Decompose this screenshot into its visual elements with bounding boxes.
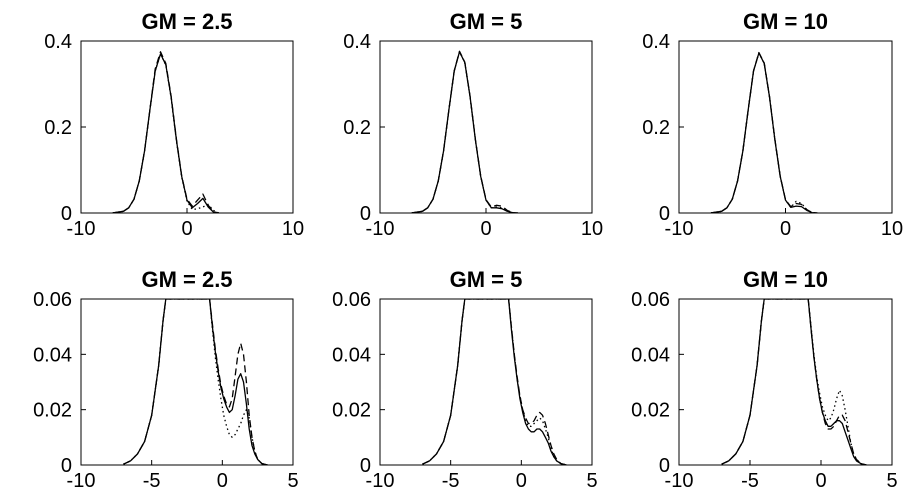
series-line-solid	[411, 51, 518, 213]
x-tick-label: -10	[67, 218, 96, 240]
axes-frame	[379, 40, 593, 214]
series-line-solid	[710, 52, 818, 213]
x-tick-label: -10	[665, 470, 694, 492]
y-tick-label: 0.06	[631, 289, 670, 311]
x-tick-label: 0	[217, 470, 228, 492]
x-tick-label: 0	[516, 470, 527, 492]
y-tick-label: 0	[360, 203, 371, 225]
y-tick-label: 0.06	[33, 289, 72, 311]
series-line-dashed	[411, 50, 518, 213]
y-tick-label: 0	[659, 203, 670, 225]
y-tick-label: 0	[360, 455, 371, 477]
y-tick-label: 0.02	[33, 400, 72, 422]
x-tick-label: 0	[480, 218, 491, 240]
series-line-dashed	[721, 299, 867, 465]
panel-title: GM = 5	[450, 9, 523, 34]
series-line-dotted	[411, 51, 518, 213]
y-tick-label: 0.04	[33, 344, 72, 366]
x-tick-label: -5	[143, 470, 161, 492]
x-tick-label: 10	[881, 218, 903, 240]
axes-frame	[379, 298, 593, 466]
panel-title: GM = 2.5	[141, 9, 232, 34]
axes-frame	[678, 40, 893, 214]
y-tick-label: 0.2	[44, 117, 72, 139]
y-tick-label: 0	[61, 203, 72, 225]
y-tick-label: 0.4	[44, 31, 72, 53]
series-line-dashed	[112, 51, 219, 213]
panel-6: -10 -5 0 5 0 0.02 0.04 0.06 GM = 10	[631, 267, 898, 492]
x-tick-label: 10	[282, 218, 304, 240]
x-tick-label: 5	[586, 470, 597, 492]
panel-title: GM = 2.5	[141, 267, 232, 292]
x-tick-label: 0	[181, 218, 192, 240]
y-tick-label: 0	[61, 455, 72, 477]
x-tick-label: 0	[780, 218, 791, 240]
x-tick-label: 0	[815, 470, 826, 492]
x-tick-label: -10	[665, 218, 694, 240]
series-line-dashed	[123, 299, 268, 465]
y-tick-label: 0.2	[642, 117, 670, 139]
series-line-dotted	[112, 53, 220, 213]
x-tick-label: -5	[741, 470, 759, 492]
y-tick-label: 0.02	[631, 400, 670, 422]
y-tick-label: 0	[659, 455, 670, 477]
series-line-solid	[112, 53, 219, 213]
x-tick-label: 10	[581, 218, 603, 240]
y-tick-label: 0.2	[343, 117, 371, 139]
series-line-dashed	[422, 299, 567, 465]
panel-title: GM = 10	[743, 267, 828, 292]
x-tick-label: 5	[886, 470, 897, 492]
series-line-dashed	[710, 51, 818, 213]
axes-frame	[80, 298, 294, 466]
axes-frame	[678, 298, 893, 466]
panel-title: GM = 5	[450, 267, 523, 292]
y-tick-label: 0.02	[332, 400, 371, 422]
x-tick-label: -5	[442, 470, 460, 492]
y-tick-label: 0.06	[332, 289, 371, 311]
y-tick-label: 0.04	[332, 344, 371, 366]
panel-5: -10 -5 0 5 0 0.02 0.04 0.06 GM = 5	[332, 267, 598, 492]
y-tick-label: 0.4	[642, 31, 670, 53]
x-tick-label: -10	[67, 470, 96, 492]
x-tick-label: -10	[366, 470, 395, 492]
x-tick-label: 5	[287, 470, 298, 492]
axes-frame	[80, 40, 294, 214]
series-line-dotted	[710, 52, 818, 213]
x-tick-label: -10	[366, 218, 395, 240]
panel-4: -10 -5 0 5 0 0.02 0.04 0.06 GM = 2.5	[33, 267, 299, 492]
panel-title: GM = 10	[743, 9, 828, 34]
series-line-dotted	[721, 299, 867, 465]
y-tick-label: 0.04	[631, 344, 670, 366]
y-tick-label: 0.4	[343, 31, 371, 53]
